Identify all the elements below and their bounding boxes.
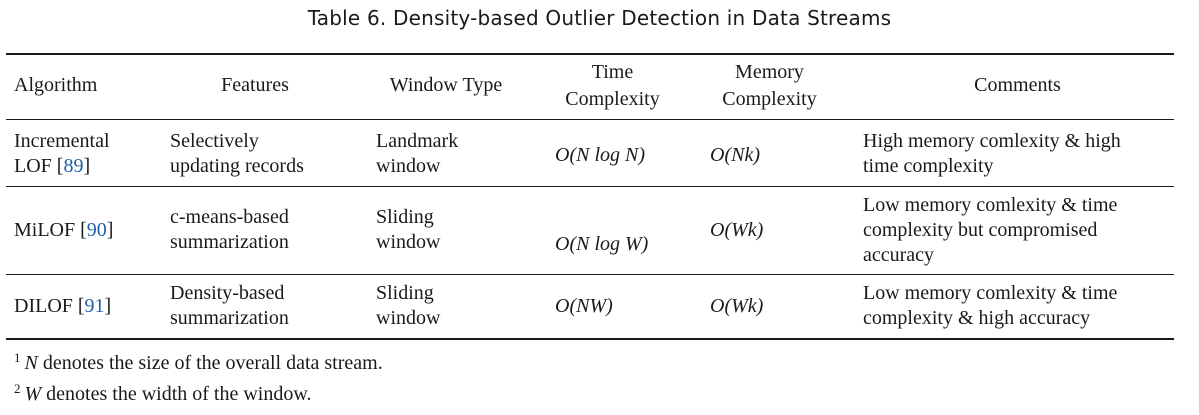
top-rule xyxy=(6,53,1174,55)
row2-features-line1: c-means-based xyxy=(170,206,289,228)
footnote-1-text: denotes the size of the overall data str… xyxy=(37,352,383,374)
row1-window-line2: window xyxy=(376,155,441,177)
row3-memory-complexity: O(Wk) xyxy=(710,295,764,317)
header-time-line2: Complexity xyxy=(565,88,660,110)
row3-window-line1: Sliding xyxy=(376,282,434,304)
row2-time-complexity: O(N log W) xyxy=(555,233,649,255)
footnote-1-mark: 1 xyxy=(14,350,21,365)
reference-link-91[interactable]: 91 xyxy=(84,295,105,317)
row2-features: c-means-based summarization xyxy=(170,205,289,255)
header-memory-line2: Complexity xyxy=(722,88,817,110)
row1-algorithm: Incremental LOF [89] xyxy=(14,129,110,179)
header-memory-line1: Memory xyxy=(735,61,804,83)
row2-comments-line2: complexity but compromised xyxy=(863,219,1098,241)
row1-comments: High memory comlexity & high time comple… xyxy=(863,129,1121,179)
row1-time-complexity: O(N log N) xyxy=(555,144,645,166)
row3-window-line2: window xyxy=(376,307,441,329)
row1-features: Selectively updating records xyxy=(170,129,304,179)
row2-window-line1: Sliding xyxy=(376,206,434,228)
header-time-line1: Time xyxy=(591,61,634,83)
footnote-2-symbol: W xyxy=(24,383,42,405)
footnote-2-text: denotes the width of the window. xyxy=(41,383,312,405)
reference-link-89[interactable]: 89 xyxy=(63,155,84,177)
row1-comments-line1: High memory comlexity & high xyxy=(863,130,1121,152)
row2-memory-complexity: O(Wk) xyxy=(710,219,764,241)
reference-link-90[interactable]: 90 xyxy=(86,219,107,241)
header-comments: Comments xyxy=(974,74,1061,96)
row2-window: Sliding window xyxy=(376,205,440,255)
row3-window: Sliding window xyxy=(376,281,440,331)
row1-window-line1: Landmark xyxy=(376,130,459,152)
row2-comments-line1: Low memory comlexity & time xyxy=(863,194,1118,216)
header-features: Features xyxy=(221,74,289,96)
header-algorithm: Algorithm xyxy=(14,74,98,96)
bottom-rule xyxy=(6,338,1174,340)
row3-time-complexity: O(NW) xyxy=(555,295,613,317)
row2-rule xyxy=(6,274,1174,275)
row3-features-line1: Density-based xyxy=(170,282,285,304)
row1-memory-complexity: O(Nk) xyxy=(710,144,760,166)
table-caption: Table 6. Density-based Outlier Detection… xyxy=(307,6,892,30)
row1-features-line2: updating records xyxy=(170,155,304,177)
row3-comments-line1: Low memory comlexity & time xyxy=(863,282,1118,304)
header-window-type: Window Type xyxy=(389,74,503,96)
row1-algorithm-line2: LOF [89] xyxy=(14,155,91,177)
row1-features-line1: Selectively xyxy=(170,130,259,152)
row2-window-line2: window xyxy=(376,231,441,253)
row1-comments-line2: time complexity xyxy=(863,155,994,177)
row3-comments: Low memory comlexity & time complexity &… xyxy=(863,281,1117,331)
row1-algorithm-line1: Incremental xyxy=(14,130,110,152)
row2-features-line2: summarization xyxy=(170,231,289,253)
header-rule xyxy=(6,119,1174,120)
row1-rule xyxy=(6,186,1174,187)
row3-features: Density-based summarization xyxy=(170,281,289,331)
row3-algorithm: DILOF [91] xyxy=(14,295,112,317)
row2-algorithm: MiLOF [90] xyxy=(14,219,114,241)
row3-features-line2: summarization xyxy=(170,307,289,329)
row3-comments-line2: complexity & high accuracy xyxy=(863,307,1091,329)
footnote-2-mark: 2 xyxy=(14,381,21,396)
row2-comments-line3: accuracy xyxy=(863,244,935,266)
row2-comments: Low memory comlexity & time complexity b… xyxy=(863,193,1117,268)
footnote-1-symbol: N xyxy=(24,352,38,374)
row1-window: Landmark window xyxy=(376,129,458,179)
